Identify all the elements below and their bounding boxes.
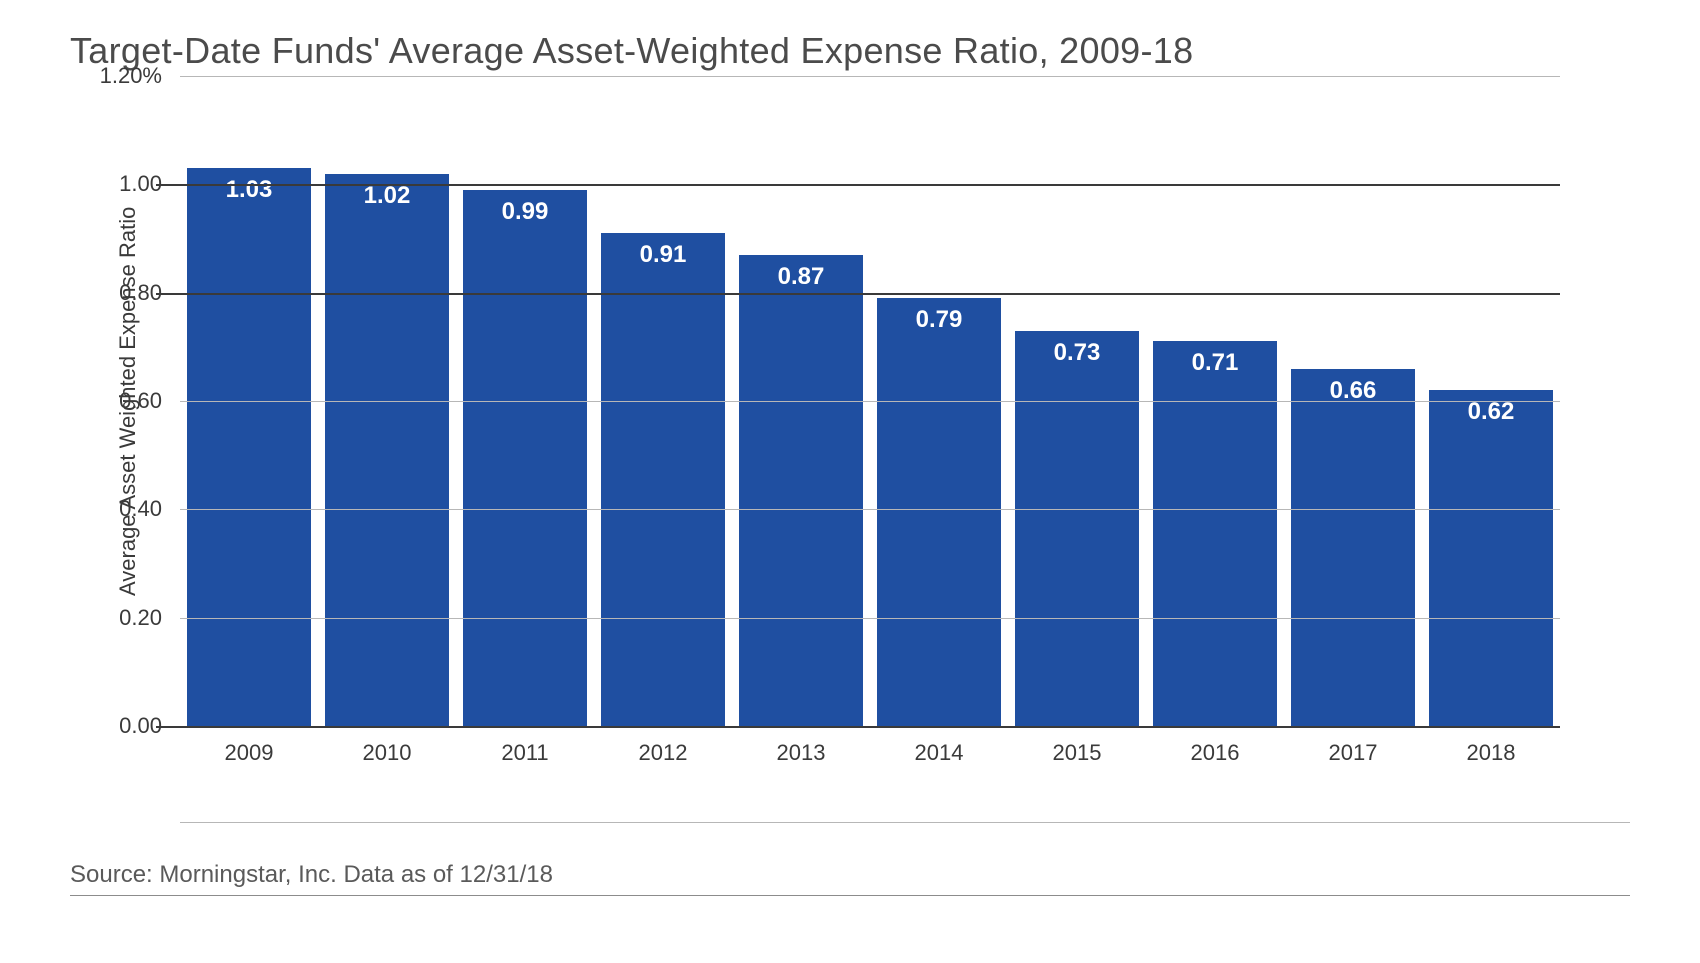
bar-value-label: 0.99 <box>463 198 587 226</box>
gridline <box>180 509 1560 510</box>
bar-value-label: 0.73 <box>1015 339 1139 367</box>
y-tick-stub <box>156 293 180 295</box>
chart-bottom-rule <box>180 822 1630 823</box>
bar: 0.66 <box>1291 369 1415 727</box>
bar: 1.03 <box>187 168 311 726</box>
chart-plot-area: 1.03 1.02 0.99 0.91 0.87 0.79 0.73 0.71 0.66 0.62… <box>180 76 1560 728</box>
chart-container: Average Asset Weighted Expense Ratio 1.0… <box>180 76 1630 823</box>
bar: 0.62 <box>1429 390 1553 726</box>
bar: 0.99 <box>463 190 587 726</box>
page: Target-Date Funds' Average Asset-Weighte… <box>0 0 1700 963</box>
source-text: Source: Morningstar, Inc. Data as of 12/… <box>70 861 1630 889</box>
y-tick-label: 1.20% <box>100 63 180 89</box>
x-tick-label: 2009 <box>180 740 318 766</box>
bar-value-label: 1.03 <box>187 176 311 204</box>
y-tick-label: 0.60 <box>119 388 180 414</box>
y-tick-label: 0.20 <box>119 605 180 631</box>
chart-title: Target-Date Funds' Average Asset-Weighte… <box>70 30 1630 72</box>
y-tick-label: 0.40 <box>119 496 180 522</box>
x-tick-label: 2018 <box>1422 740 1560 766</box>
x-tick-label: 2013 <box>732 740 870 766</box>
bar: 0.71 <box>1153 341 1277 726</box>
x-tick-label: 2017 <box>1284 740 1422 766</box>
x-tick-label: 2014 <box>870 740 1008 766</box>
gridline <box>180 184 1560 186</box>
bar: 0.73 <box>1015 331 1139 726</box>
x-axis: 2009201020112012201320142015201620172018 <box>180 740 1560 766</box>
gridline <box>180 726 1560 728</box>
x-tick-label: 2010 <box>318 740 456 766</box>
gridline <box>180 293 1560 295</box>
x-tick-label: 2015 <box>1008 740 1146 766</box>
y-tick-stub <box>156 726 180 728</box>
bar-value-label: 0.62 <box>1429 398 1553 426</box>
plot: 1.03 1.02 0.99 0.91 0.87 0.79 0.73 0.71 0.66 0.62… <box>180 76 1560 726</box>
bar-value-label: 0.79 <box>877 306 1001 334</box>
x-tick-label: 2016 <box>1146 740 1284 766</box>
x-tick-label: 2011 <box>456 740 594 766</box>
x-tick-label: 2012 <box>594 740 732 766</box>
source-rule <box>70 895 1630 896</box>
y-tick-stub <box>156 184 180 186</box>
bar-value-label: 0.71 <box>1153 349 1277 377</box>
gridline <box>180 618 1560 619</box>
bar-value-label: 0.87 <box>739 263 863 291</box>
bar: 0.91 <box>601 233 725 726</box>
gridline <box>180 401 1560 402</box>
bar: 1.02 <box>325 174 449 727</box>
bar-value-label: 0.91 <box>601 241 725 269</box>
gridline <box>180 76 1560 77</box>
bar: 0.79 <box>877 298 1001 726</box>
bar: 0.87 <box>739 255 863 726</box>
